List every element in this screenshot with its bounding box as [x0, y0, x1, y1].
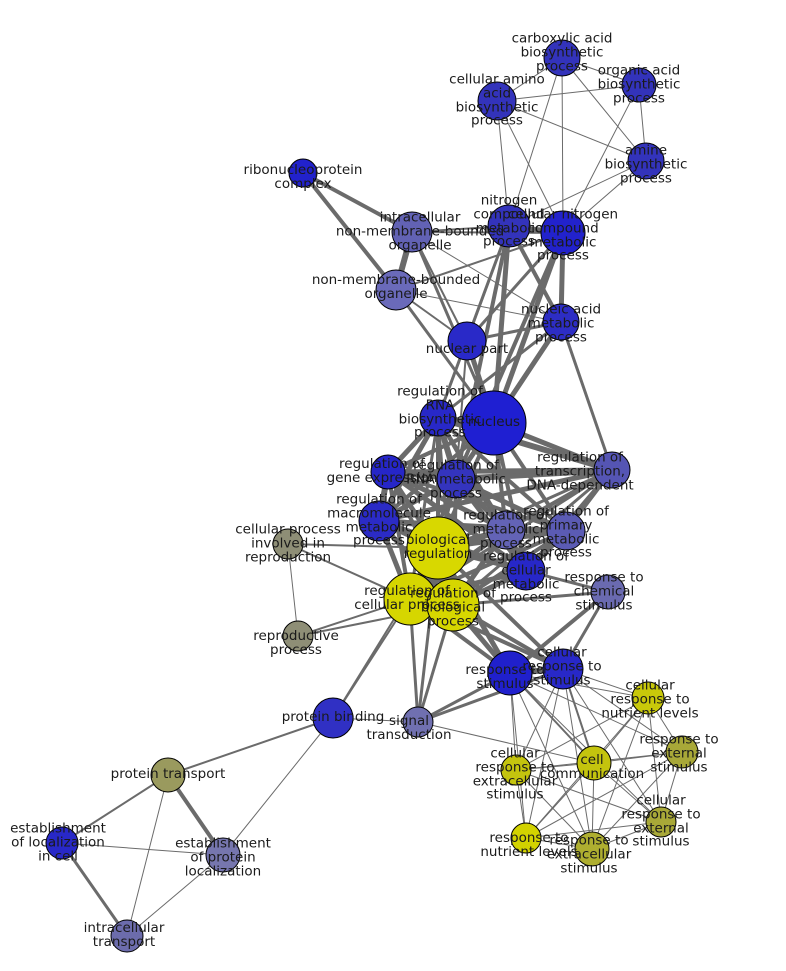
graph-edge [509, 672, 662, 823]
graph-node[interactable] [436, 459, 476, 499]
graph-edge [496, 100, 564, 234]
graph-edge [525, 821, 662, 839]
graph-node[interactable] [540, 210, 586, 256]
graph-node[interactable] [391, 211, 433, 253]
graph-node[interactable] [506, 551, 546, 591]
graph-edge [465, 231, 565, 343]
graph-edge [509, 672, 593, 850]
graph-edge [562, 668, 683, 753]
graph-node[interactable] [358, 500, 400, 542]
graph-edge [385, 469, 529, 574]
graph-edge [562, 84, 640, 234]
graph-edge [417, 721, 595, 764]
graph-node[interactable] [665, 735, 699, 769]
graph-node[interactable] [312, 697, 354, 739]
graph-node[interactable] [546, 511, 586, 551]
graph-node[interactable] [593, 451, 631, 489]
graph-node[interactable] [574, 831, 610, 867]
graph-node[interactable] [272, 528, 304, 560]
graph-node[interactable] [150, 757, 186, 793]
graph-edge [61, 774, 169, 844]
graph-edge [60, 841, 129, 938]
graph-node[interactable] [542, 303, 580, 341]
graph-edge [525, 668, 564, 839]
graph-edge [509, 672, 683, 753]
graph-node[interactable] [447, 321, 487, 361]
graph-edge [509, 672, 649, 699]
graph-node[interactable] [621, 67, 657, 103]
graph-edge [508, 160, 647, 227]
graph-node[interactable] [461, 390, 527, 456]
graph-node[interactable] [110, 919, 144, 953]
graph-edge [416, 667, 565, 724]
graph-node[interactable] [542, 648, 584, 690]
graph-edge [515, 769, 662, 823]
graph-node[interactable] [510, 822, 542, 854]
graph-edge [561, 57, 647, 162]
graph-edge [591, 751, 683, 850]
graph-edge [126, 854, 224, 937]
graph-edge [508, 57, 563, 227]
graph-edge [301, 171, 398, 292]
graph-edge [562, 668, 662, 823]
graph-node[interactable] [477, 81, 517, 121]
graph-node[interactable] [370, 454, 406, 490]
graph-edge [436, 320, 563, 420]
graph-node[interactable] [487, 650, 533, 696]
graph-edge [436, 224, 511, 420]
graph-edge [559, 320, 614, 472]
graph-edge [385, 469, 509, 533]
graph-node[interactable] [500, 754, 532, 786]
graph-edge [222, 717, 334, 856]
graph-node[interactable] [543, 39, 581, 77]
graph-node[interactable] [402, 706, 434, 738]
graph-node[interactable] [45, 826, 79, 860]
graph-edge [647, 697, 662, 823]
graph-edge [395, 232, 564, 291]
graph-node[interactable] [576, 745, 612, 781]
graph-edge [301, 171, 414, 234]
graph-node[interactable] [486, 510, 526, 550]
graph-node[interactable] [627, 142, 665, 180]
graph-node[interactable] [419, 399, 457, 437]
graph-edge [167, 717, 334, 776]
graph-node[interactable] [590, 574, 626, 610]
graph-edge [496, 84, 640, 102]
graph-edge [61, 842, 224, 856]
graph-edge [395, 289, 562, 323]
graph-edge [436, 468, 614, 550]
graph-node[interactable] [282, 620, 314, 652]
graph-edge [376, 467, 615, 524]
graph-edge [411, 231, 562, 323]
graph-node[interactable] [645, 806, 677, 838]
graph-edge [411, 231, 564, 234]
graph-edge [591, 697, 649, 850]
graph-node[interactable] [288, 158, 318, 188]
graph-edge [515, 697, 649, 771]
graph-edge [126, 774, 169, 937]
nodes-layer [45, 39, 699, 953]
graph-edge [515, 769, 593, 850]
graph-node[interactable] [375, 269, 417, 311]
graph-node[interactable] [426, 578, 480, 632]
graph-edge [496, 100, 647, 162]
graph-edge [453, 476, 569, 534]
graph-node[interactable] [205, 837, 241, 873]
graph-node[interactable] [631, 681, 665, 715]
graph-edge [561, 57, 564, 234]
graph-edge [385, 467, 615, 475]
graph-node[interactable] [406, 516, 470, 580]
graph-edge [525, 751, 683, 839]
edges-layer [60, 57, 683, 938]
graph-node[interactable] [487, 204, 531, 248]
